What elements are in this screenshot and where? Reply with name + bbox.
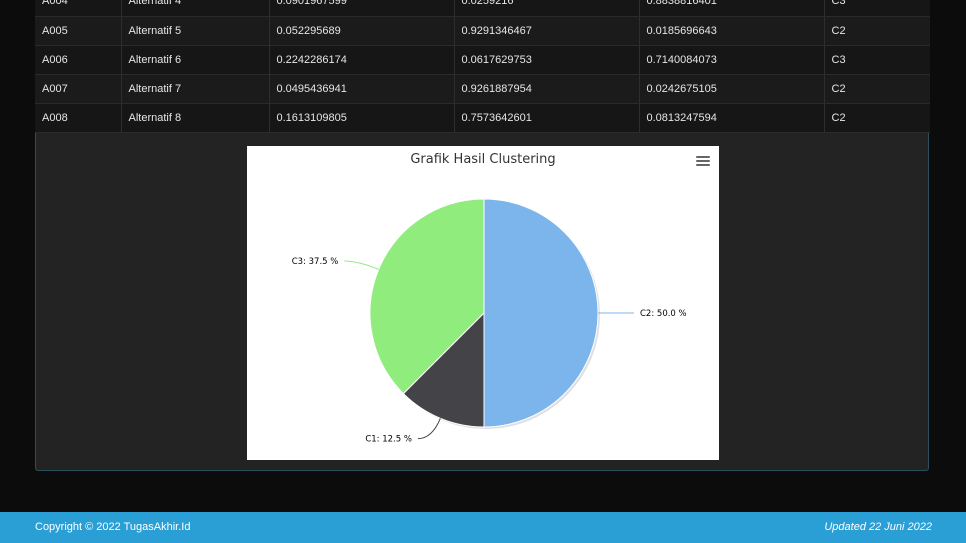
table-cell-name: Alternatif 5	[121, 16, 270, 46]
pie-chart: C2: 50.0 % C1: 12.5 % C3: 37.5 %	[292, 198, 687, 445]
table-cell-c1: 0.052295689	[269, 16, 455, 46]
table-cell-c3: 0.0813247594	[639, 103, 825, 133]
table-cell-code: A004	[35, 0, 122, 17]
footer-copyright: Copyright © 2022 TugasAkhir.Id	[35, 521, 191, 533]
table-row: A006 Alternatif 6 0.2242286174 0.0617629753…	[35, 45, 930, 75]
table-cell-c1: 0.1613109805	[269, 103, 455, 133]
table-row: A008 Alternatif 8 0.1613109805 0.7573642601…	[35, 103, 930, 133]
table-row: A007 Alternatif 7 0.0495436941 0.9261887954…	[35, 74, 930, 104]
table-cell-c2: 0.7573642601	[454, 103, 640, 133]
table-cell-c2: 0.0617629753	[454, 45, 640, 75]
hamburger-menu-icon[interactable]	[696, 156, 710, 168]
chart-title: Grafik Hasil Clustering	[410, 152, 556, 167]
table-cell-c1: 0.0495436941	[269, 74, 455, 104]
table-cell-c1: 0.0901967599	[269, 0, 455, 17]
table-cell-cluster: C2	[824, 103, 930, 133]
table-cell-code: A007	[35, 74, 122, 104]
table-row: A004 Alternatif 4 0.0901967599 0.0259216 0.8…	[35, 0, 930, 17]
table-cell-c3: 0.8838816401	[639, 0, 825, 17]
table-cell-cluster: C2	[824, 74, 930, 104]
table-cell-c2: 0.9291346467	[454, 16, 640, 46]
table-cell-name: Alternatif 4	[121, 0, 270, 17]
table-cell-code: A006	[35, 45, 122, 75]
pie-slice-c2[interactable]	[483, 198, 599, 428]
table-cell-cluster: C3	[824, 0, 930, 17]
results-table: A004 Alternatif 4 0.0901967599 0.0259216 0.8…	[35, 0, 930, 133]
table-cell-name: Alternatif 8	[121, 103, 270, 133]
footer-updated-date: Updated 22 Juni 2022	[824, 521, 932, 533]
pie-label-c2: C2: 50.0 %	[640, 309, 687, 319]
table-cell-code: A008	[35, 103, 122, 133]
table-cell-name: Alternatif 6	[121, 45, 270, 75]
pie-label-c1: C1: 12.5 %	[365, 435, 412, 445]
table-cell-c3: 0.0185696643	[639, 16, 825, 46]
table-row: A005 Alternatif 5 0.052295689 0.9291346467 0…	[35, 16, 930, 46]
pie-connector-c3	[344, 260, 379, 270]
table-cell-cluster: C2	[824, 16, 930, 46]
table-cell-c2: 0.9261887954	[454, 74, 640, 104]
footer: Copyright © 2022 TugasAkhir.Id Updated 2…	[0, 512, 966, 543]
pie-chart-container: C2: 50.0 % C1: 12.5 % C3: 37.5 % Grafik Ha…	[247, 146, 719, 460]
pie-label-c3: C3: 37.5 %	[292, 257, 339, 267]
table-cell-c2: 0.0259216	[454, 0, 640, 17]
pie-slice-c1[interactable]	[402, 311, 485, 428]
pie-connector-c1	[417, 418, 441, 440]
table-cell-name: Alternatif 7	[121, 74, 270, 104]
table-cell-code: A005	[35, 16, 122, 46]
table-cell-cluster: C3	[824, 45, 930, 75]
results-table-body: A004 Alternatif 4 0.0901967599 0.0259216 0.8…	[35, 0, 930, 133]
table-cell-c3: 0.7140084073	[639, 45, 825, 75]
table-cell-c1: 0.2242286174	[269, 45, 455, 75]
table-cell-c3: 0.0242675105	[639, 74, 825, 104]
pie-slice-c3[interactable]	[369, 198, 485, 395]
